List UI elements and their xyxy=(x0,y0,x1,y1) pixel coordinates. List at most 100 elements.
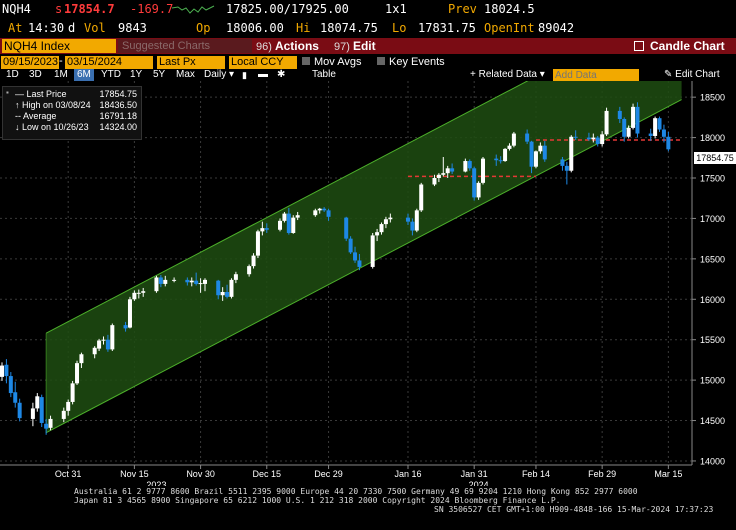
legend-average: 16791.18 xyxy=(99,111,137,121)
candle xyxy=(225,284,230,299)
chart-legend[interactable]: ▪ — Last Price 17854.75 ↑ High on 03/08/… xyxy=(2,86,142,140)
candle xyxy=(419,182,424,212)
x-tick-label: Jan 16 xyxy=(394,469,421,479)
frequency-select[interactable]: Daily ▾ xyxy=(204,69,234,81)
last-price-prefix: s xyxy=(55,2,63,16)
period-1d[interactable]: 1D xyxy=(6,69,19,80)
candle xyxy=(635,102,640,138)
mov-avgs-checkbox[interactable] xyxy=(302,57,310,65)
x-tick-label: Feb 29 xyxy=(588,469,616,479)
volume: 9843 xyxy=(118,21,147,35)
candle-body xyxy=(533,151,538,167)
candle-body xyxy=(70,383,75,402)
candle-body xyxy=(472,168,477,198)
actions-menu[interactable]: 96) Actions xyxy=(256,39,319,53)
candle-body xyxy=(450,168,455,172)
candle-body xyxy=(295,215,300,218)
candle-body xyxy=(158,277,163,284)
key-events-checkbox[interactable] xyxy=(377,57,385,65)
period-1m[interactable]: 1M xyxy=(54,69,68,80)
candle-body xyxy=(600,134,605,145)
candle-body xyxy=(317,208,322,211)
add-data-input[interactable] xyxy=(553,69,639,81)
price-change: -169.7 xyxy=(130,2,174,16)
settings-icon[interactable]: ✱ xyxy=(277,69,286,80)
candle-body xyxy=(255,231,260,256)
candle xyxy=(127,296,132,329)
sparkline-icon xyxy=(172,5,215,14)
candle-body xyxy=(105,339,110,350)
edit-label: Edit xyxy=(352,39,376,53)
end-date-field[interactable]: 03/15/2024 xyxy=(65,56,153,69)
candle-body xyxy=(657,118,662,130)
candle xyxy=(569,135,574,173)
candle xyxy=(414,208,419,233)
candle xyxy=(441,156,446,177)
candle xyxy=(92,346,97,359)
candle-body xyxy=(75,363,80,384)
candle-body xyxy=(185,279,190,283)
footer: Australia 61 2 9777 8600 Brazil 5511 239… xyxy=(0,486,736,530)
price-field-select[interactable]: Last Px xyxy=(157,56,225,69)
candle-chart-button[interactable]: Candle Chart xyxy=(634,39,725,53)
candle xyxy=(233,271,238,284)
candle-body xyxy=(622,118,627,137)
y-tick-label: 15000 xyxy=(700,376,725,386)
candle-body xyxy=(661,129,666,137)
actions-label: Actions xyxy=(274,39,319,53)
candle xyxy=(564,161,569,185)
security-field[interactable]: NQH4 Index xyxy=(2,39,116,53)
candle-body xyxy=(591,137,596,140)
edit-chart-button[interactable]: ✎ Edit Chart xyxy=(664,69,720,80)
candle-body xyxy=(560,159,565,166)
y-tick-label: 16000 xyxy=(700,295,725,305)
candle-body xyxy=(101,339,106,341)
candle xyxy=(17,398,22,422)
candle xyxy=(560,156,565,171)
related-data-button[interactable]: + Related Data ▾ xyxy=(470,69,545,80)
open-price: 18006.00 xyxy=(226,21,284,35)
period-6m[interactable]: 6M xyxy=(74,69,94,81)
edit-menu[interactable]: 97) Edit xyxy=(334,39,376,53)
candle xyxy=(229,278,234,299)
candle xyxy=(626,125,631,139)
candle-body xyxy=(467,161,472,169)
high-label: Hi xyxy=(296,21,311,35)
suggested-charts-label: Suggested Charts xyxy=(122,40,211,52)
start-date-field[interactable]: 09/15/2023 xyxy=(1,56,59,69)
candle-body xyxy=(286,213,291,233)
candle-body xyxy=(405,217,410,222)
bar-type-icon[interactable]: ▬ xyxy=(258,69,268,80)
frequency-label: Daily xyxy=(204,69,227,80)
legend-low-label-text: Low on 10/26/23 xyxy=(22,122,89,132)
period-ytd[interactable]: YTD xyxy=(101,69,121,80)
last-price-tag: 17854.75 xyxy=(694,152,736,164)
candle xyxy=(436,173,441,183)
last-price: 17854.7 xyxy=(64,2,115,16)
candle xyxy=(198,278,203,293)
candle-body xyxy=(123,325,128,329)
candle-body xyxy=(225,291,230,297)
candle xyxy=(383,216,388,229)
suggested-charts-menu[interactable]: Suggested Charts xyxy=(118,39,252,53)
currency-select[interactable]: Local CCY xyxy=(229,56,297,69)
candle-body xyxy=(79,354,84,364)
period-5y[interactable]: 5Y xyxy=(153,69,166,80)
period-1y[interactable]: 1Y xyxy=(130,69,143,80)
candle-type-icon[interactable]: ▮ xyxy=(242,70,247,80)
candle-body xyxy=(198,283,203,285)
candle xyxy=(503,148,508,162)
candle xyxy=(379,222,384,235)
chevron-down-icon: ▾ xyxy=(229,69,235,80)
candle-body xyxy=(538,145,543,152)
edit-chart-label: Edit Chart xyxy=(675,69,720,80)
period-3d[interactable]: 3D xyxy=(29,69,42,80)
candle xyxy=(542,140,547,162)
candle xyxy=(251,253,256,269)
candle-body xyxy=(141,291,146,293)
candle xyxy=(282,211,287,223)
y-tick-label: 15500 xyxy=(700,335,725,345)
legend-collapse-icon[interactable]: ▪ xyxy=(6,88,9,97)
period-max[interactable]: Max xyxy=(176,69,195,80)
table-button[interactable]: Table xyxy=(312,69,336,80)
